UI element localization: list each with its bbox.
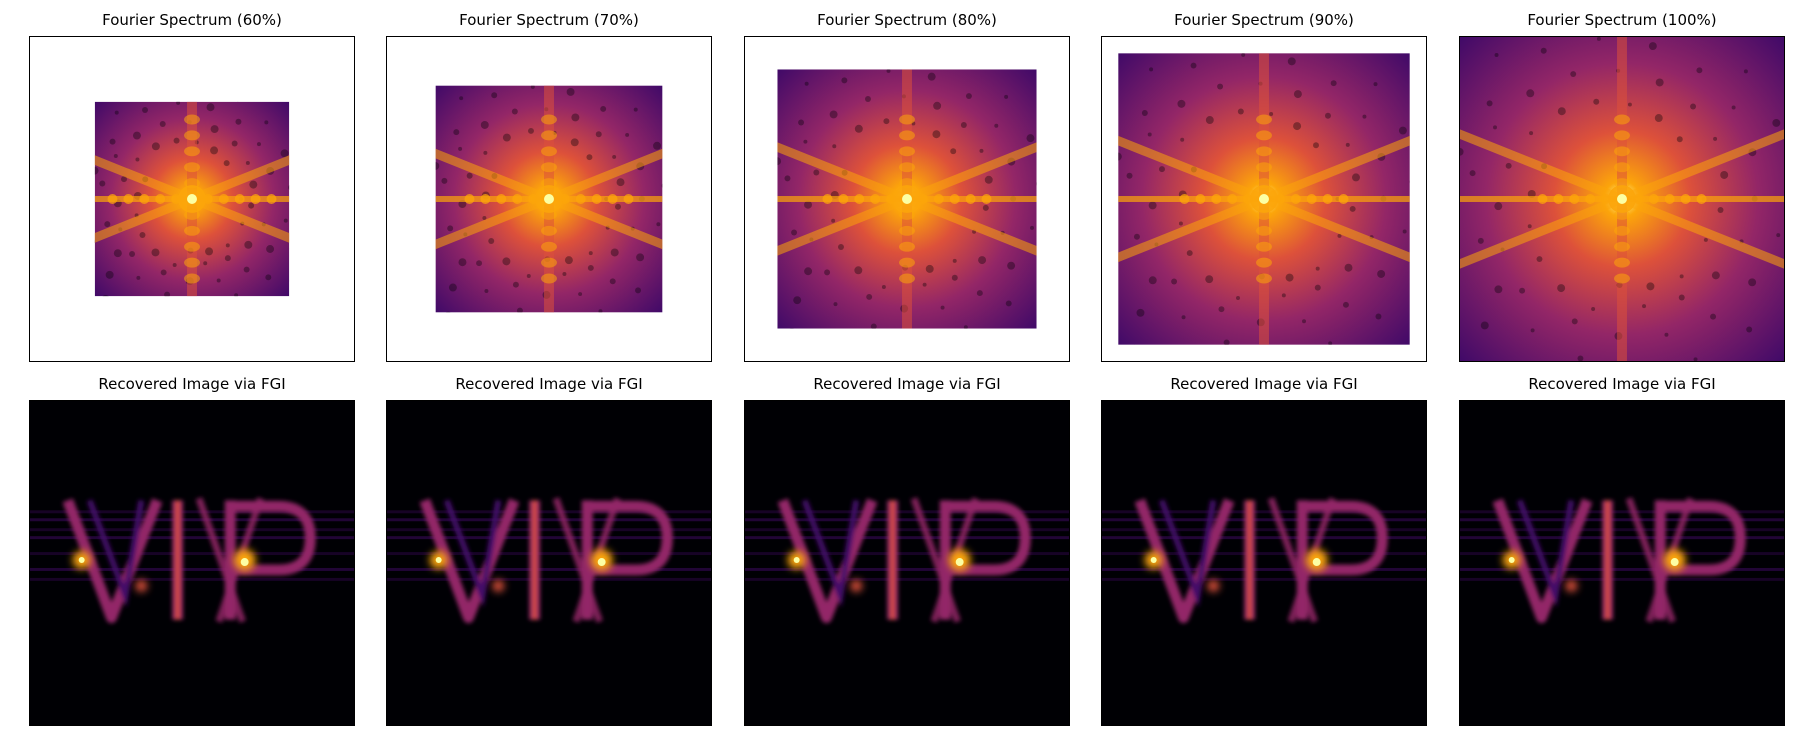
panel-title: Recovered Image via FGI <box>1528 375 1716 393</box>
vip-letters <box>419 497 673 624</box>
panel-title: Fourier Spectrum (90%) <box>1174 11 1354 29</box>
recovered-image <box>745 401 1069 725</box>
recovered-axes <box>386 400 712 726</box>
panel-title: Fourier Spectrum (70%) <box>459 11 639 29</box>
panel-title: Fourier Spectrum (60%) <box>102 11 282 29</box>
recovered-axes <box>1459 400 1785 726</box>
panel-title: Fourier Spectrum (100%) <box>1527 11 1717 29</box>
recovered-axes <box>1101 400 1427 726</box>
recovered-axes <box>29 400 355 726</box>
spectrum-axes <box>1101 36 1427 362</box>
recovered-image <box>1460 401 1784 725</box>
spectrum-axes <box>29 36 355 362</box>
vip-letters <box>777 497 1031 624</box>
panel-title: Recovered Image via FGI <box>1170 375 1358 393</box>
recovered-image <box>30 401 354 725</box>
panel-title: Recovered Image via FGI <box>813 375 1001 393</box>
recovered-image <box>387 401 711 725</box>
spectrum-axes <box>386 36 712 362</box>
spectrum-image <box>435 85 663 313</box>
panel-title: Recovered Image via FGI <box>98 375 286 393</box>
panel-title: Fourier Spectrum (80%) <box>817 11 997 29</box>
recovered-image <box>1102 401 1426 725</box>
spectrum-image <box>1118 53 1410 345</box>
spectrum-axes <box>1459 36 1785 362</box>
panel-title: Recovered Image via FGI <box>455 375 643 393</box>
spectrum-image <box>1460 37 1784 361</box>
vip-letters <box>62 497 316 624</box>
spectrum-image <box>94 101 290 297</box>
recovered-axes <box>744 400 1070 726</box>
spectrum-image <box>777 69 1037 329</box>
spectrum-axes <box>744 36 1070 362</box>
